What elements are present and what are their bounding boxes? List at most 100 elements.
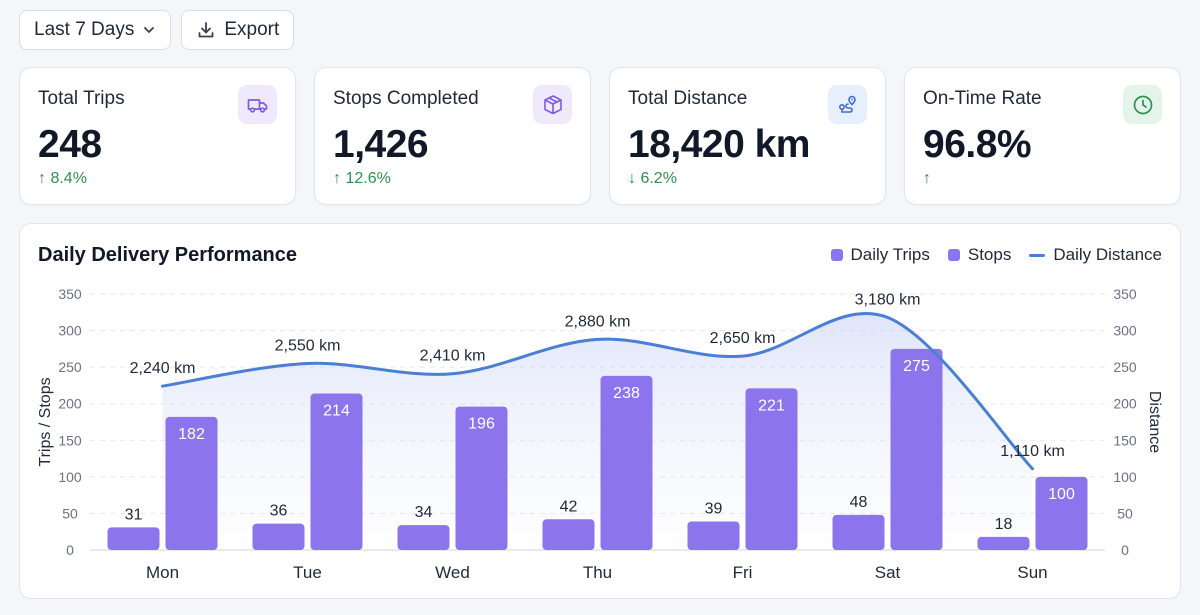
x-tick-label: Mon (146, 563, 179, 582)
bar-label-trips: 34 (415, 504, 433, 521)
y-tick-label: 300 (58, 323, 82, 339)
x-tick-label: Thu (583, 563, 612, 582)
distance-area (162, 313, 1033, 550)
distance-label: 2,550 km (275, 337, 341, 354)
distance-label: 2,410 km (420, 348, 486, 365)
package-icon (533, 85, 572, 124)
legend-swatch (1029, 253, 1046, 257)
distance-line (161, 311, 1034, 471)
kpi-label: Total Distance (628, 88, 748, 109)
clock-icon (1123, 85, 1162, 124)
distance-label: 2,240 km (130, 360, 196, 377)
distance-label: 3,180 km (855, 291, 921, 308)
bar-label-stops: 196 (468, 416, 495, 433)
legend-item-daily-distance: Daily Distance (1029, 245, 1162, 265)
kpi-change: ↑ (923, 170, 931, 187)
kpi-card-on-time-rate: On-Time Rate 96.8% ↑ (904, 67, 1181, 205)
kpi-label: Total Trips (38, 88, 125, 109)
legend-label: Daily Trips (850, 245, 930, 264)
bar-label-stops: 275 (903, 358, 930, 375)
y2-tick-label: 300 (1113, 323, 1137, 339)
x-tick-label: Sat (875, 563, 901, 582)
kpi-value: 1,426 (333, 123, 429, 166)
bar-daily-trips (397, 525, 450, 550)
bar-label-stops: 182 (178, 426, 205, 443)
x-tick-label: Wed (435, 563, 470, 582)
bar-label-trips: 48 (850, 494, 868, 511)
bar-label-stops: 100 (1048, 486, 1075, 503)
bar-stops (600, 375, 653, 550)
x-tick-label: Sun (1017, 563, 1047, 582)
date-range-dropdown[interactable]: Last 7 Days (19, 10, 172, 50)
bar-label-trips: 39 (705, 500, 723, 517)
truck-icon (238, 85, 277, 124)
kpi-card-total-distance: Total Distance 18,420 km ↓ 6.2% (609, 67, 886, 205)
bar-label-stops: 221 (758, 397, 785, 414)
kpi-label: On-Time Rate (923, 88, 1042, 109)
bar-stops (1035, 476, 1088, 550)
chevron-down-icon (142, 23, 156, 37)
bar-label-stops: 214 (323, 402, 350, 419)
bar-label-stops: 238 (613, 385, 640, 402)
kpi-label: Stops Completed (333, 88, 479, 109)
y2-tick-label: 100 (1113, 469, 1137, 485)
distance-label: 2,650 km (710, 330, 776, 347)
legend-item-stops: Stops (947, 245, 1012, 265)
bar-daily-trips (977, 536, 1030, 550)
legend-label: Stops (967, 245, 1012, 264)
legend-item-daily-trips: Daily Trips (830, 245, 930, 265)
kpi-change: ↓ 6.2% (628, 170, 677, 187)
kpi-cards: Total Trips 248 ↑ 8.4% Stops Completed 1… (19, 67, 1181, 205)
bar-label-trips: 31 (125, 506, 143, 523)
download-icon (196, 20, 216, 40)
bar-stops (310, 393, 363, 550)
y-tick-label: 0 (66, 542, 74, 558)
bar-stops (455, 406, 508, 550)
x-tick-label: Tue (293, 563, 322, 582)
legend-swatch (947, 249, 960, 261)
toolbar: Last 7 Days Export (19, 10, 295, 50)
legend-label: Daily Distance (1053, 245, 1162, 264)
y2-tick-label: 150 (1113, 432, 1137, 448)
y2-axis-title: Distance (1146, 391, 1163, 453)
chart-panel: Daily Delivery Performance Daily Trips S… (19, 223, 1181, 599)
y2-tick-label: 250 (1113, 359, 1137, 375)
kpi-card-stops-completed: Stops Completed 1,426 ↑ 12.6% (314, 67, 591, 205)
kpi-change: ↑ 12.6% (333, 170, 391, 187)
bar-stops (165, 416, 218, 550)
kpi-value: 248 (38, 123, 102, 166)
bar-label-trips: 36 (270, 503, 288, 520)
chart-legend: Daily Trips Stops Daily Distance (830, 245, 1162, 265)
y2-tick-label: 200 (1113, 396, 1137, 412)
y-tick-label: 250 (58, 359, 82, 375)
kpi-value: 96.8% (923, 123, 1032, 166)
distance-label: 1,110 km (1000, 443, 1065, 460)
y-axis-title: Trips / Stops (37, 377, 54, 466)
y-tick-label: 50 (62, 505, 78, 521)
bar-daily-trips (687, 521, 740, 550)
y-tick-label: 200 (58, 396, 82, 412)
bar-stops (745, 388, 798, 550)
bar-label-trips: 42 (560, 498, 578, 515)
export-button[interactable]: Export (181, 10, 295, 50)
y2-tick-label: 0 (1121, 542, 1129, 558)
date-range-label: Last 7 Days (34, 19, 135, 40)
bar-daily-trips (832, 514, 885, 550)
bar-label-trips: 18 (995, 516, 1013, 533)
chart-title: Daily Delivery Performance (38, 244, 298, 266)
delivery-chart: 0 50 100 150 200 250 300 350 0 50 100 150 200 250 300 3… (37, 286, 1163, 582)
bar-stops (890, 348, 943, 550)
legend-swatch (830, 249, 843, 261)
y2-tick-label: 50 (1117, 505, 1133, 521)
bar-daily-trips (252, 523, 305, 550)
y-tick-label: 350 (58, 286, 82, 302)
y-tick-label: 150 (58, 432, 82, 448)
y-tick-label: 100 (58, 469, 82, 485)
bar-daily-trips (542, 519, 595, 550)
bar-daily-trips (107, 527, 160, 550)
y2-tick-label: 350 (1113, 286, 1137, 302)
distance-label: 2,880 km (565, 313, 631, 330)
x-tick-label: Fri (733, 563, 753, 582)
route-icon (828, 85, 867, 124)
kpi-value: 18,420 km (628, 123, 811, 166)
